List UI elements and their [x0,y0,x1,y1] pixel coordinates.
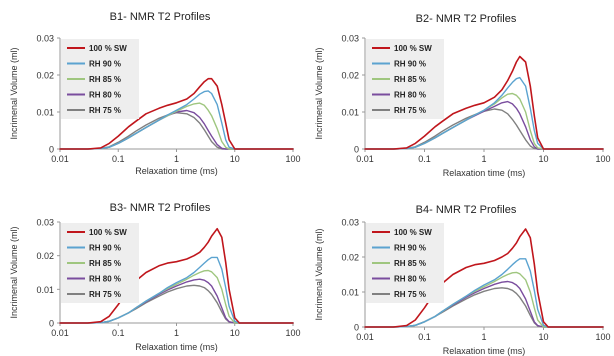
legend-label: RH 80 % [394,275,426,284]
series-line-1 [59,77,294,150]
y-tick-label: 0 [49,319,54,329]
x-tick-label: 10 [538,154,548,164]
y-tick-label: 0.01 [36,285,54,295]
x-tick-label: 100 [595,332,610,342]
y-axis-label: Incrimenal Volume (ml) [9,226,19,318]
series-line-1 [364,55,604,150]
legend-label: RH 85 % [394,259,426,268]
x-tick-label: 1 [481,154,486,164]
y-tick-label: 0 [49,145,54,155]
x-tick-label: 1 [174,154,179,164]
legend-label: RH 75 % [89,106,121,115]
x-tick-label: 0.01 [356,154,374,164]
y-tick-label: 0.03 [341,34,359,44]
chart-title: B1- NMR T2 Profiles [110,11,211,23]
chart-title: B2- NMR T2 Profiles [416,13,517,25]
series-line-2 [364,258,604,328]
y-axis-label: Incrimenal Volume (ml) [314,47,324,139]
series-line-1 [364,228,604,328]
x-tick-label: 0.1 [418,154,431,164]
y-tick-label: 0.02 [341,71,359,81]
x-tick-label: 10 [230,154,240,164]
y-tick-label: 0.03 [36,218,54,228]
legend-label: RH 90 % [89,244,121,253]
x-axis-label: Relaxation time (ms) [443,346,526,356]
y-tick-label: 0 [354,323,359,333]
legend-label: RH 90 % [394,244,426,253]
legend-label: 100 % SW [89,228,127,237]
x-tick-label: 0.1 [112,328,125,338]
x-axis-label: Relaxation time (ms) [135,166,218,176]
x-tick-label: 10 [230,328,240,338]
x-tick-label: 100 [285,154,300,164]
legend-label: RH 75 % [89,290,121,299]
x-tick-label: 100 [285,328,300,338]
y-tick-label: 0.03 [36,34,54,44]
legend-label: 100 % SW [394,44,432,53]
legend-label: RH 90 % [89,60,121,69]
chart-title: B3- NMR T2 Profiles [110,202,211,214]
y-tick-label: 0.01 [341,288,359,298]
x-tick-label: 0.1 [112,154,125,164]
x-tick-label: 0.01 [356,332,374,342]
legend-label: RH 80 % [89,275,121,284]
legend-label: RH 85 % [89,259,121,268]
legend-label: RH 85 % [394,75,426,84]
y-tick-label: 0.02 [36,251,54,261]
legend-label: RH 85 % [89,75,121,84]
legend-label: RH 80 % [394,91,426,100]
legend-label: RH 90 % [394,60,426,69]
legend-label: 100 % SW [394,228,432,237]
y-tick-label: 0.03 [341,218,359,228]
series-line-2 [59,256,294,324]
x-tick-label: 0.01 [51,154,69,164]
legend-label: 100 % SW [89,44,127,53]
legend-label: RH 75 % [394,106,426,115]
x-tick-label: 0.01 [51,328,69,338]
legend-label: RH 75 % [394,290,426,299]
x-tick-label: 0.1 [418,332,431,342]
y-tick-label: 0 [354,145,359,155]
chart-title: B4- NMR T2 Profiles [416,204,517,216]
y-tick-label: 0.01 [36,108,54,118]
y-tick-label: 0.01 [341,108,359,118]
x-tick-label: 100 [595,154,610,164]
y-tick-label: 0.02 [36,71,54,81]
x-tick-label: 1 [174,328,179,338]
legend-label: RH 80 % [89,91,121,100]
x-tick-label: 10 [538,332,548,342]
x-axis-label: Relaxation time (ms) [135,342,218,352]
y-tick-label: 0.02 [341,253,359,263]
y-axis-label: Incrimenal Volume (ml) [314,228,324,320]
x-tick-label: 1 [481,332,486,342]
y-axis-label: Incrimenal Volume (ml) [9,47,19,139]
x-axis-label: Relaxation time (ms) [443,168,526,178]
